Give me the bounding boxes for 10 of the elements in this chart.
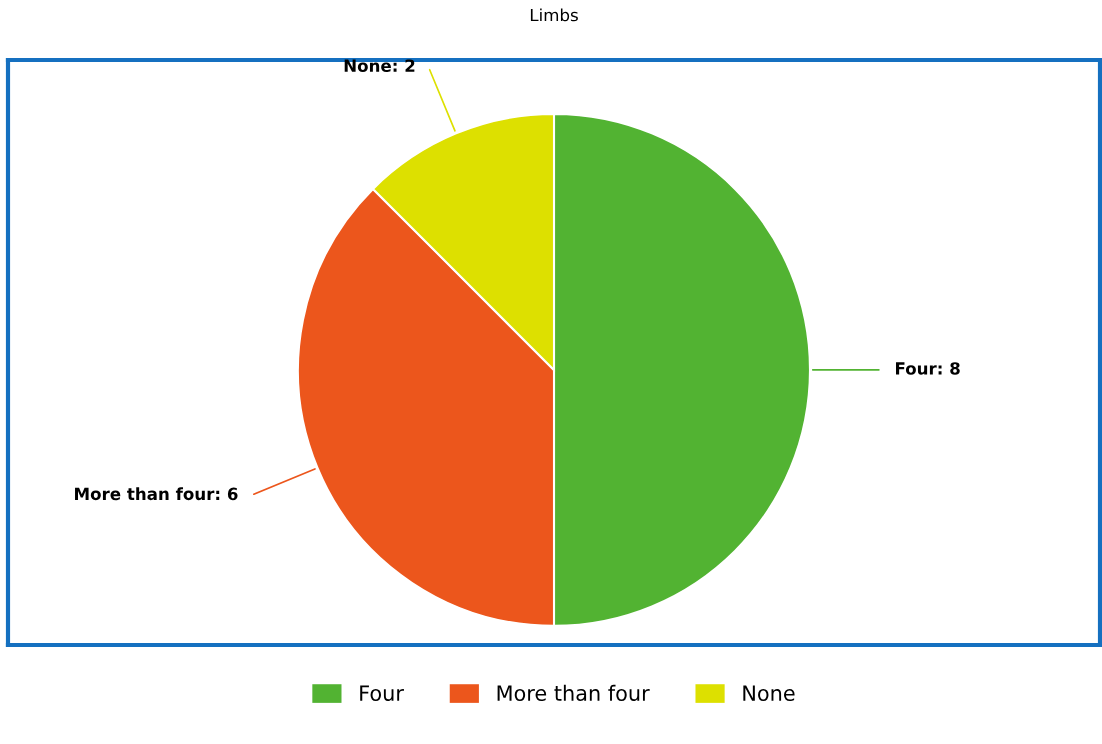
legend-label: None <box>743 685 795 701</box>
data-label: : 2 <box>393 59 415 72</box>
data-label: : 8 <box>938 362 960 375</box>
chart-title: Limbs <box>530 8 578 22</box>
slice-label: None <box>344 59 391 73</box>
legend-label: Four <box>360 685 404 701</box>
slice-label: Four <box>896 362 937 375</box>
legend-label: More than four <box>497 684 650 701</box>
slice-label: More than four <box>75 487 215 501</box>
data-label: : 6 <box>216 487 238 501</box>
